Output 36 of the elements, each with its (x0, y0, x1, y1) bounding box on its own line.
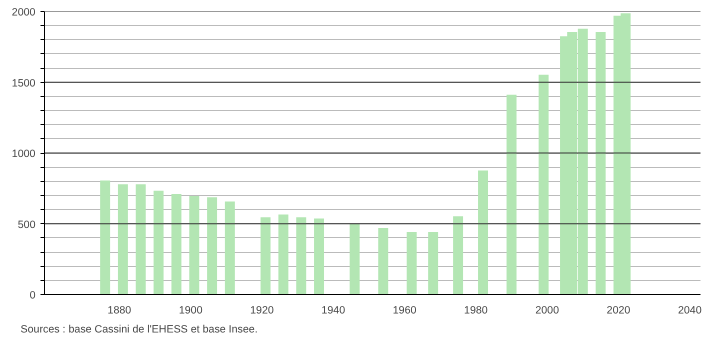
bar (406, 232, 417, 294)
bar (171, 194, 182, 294)
source-note: Sources : base Cassini de l'EHESS et base Insee. (20, 324, 258, 336)
bar (100, 180, 110, 294)
x-tick-label: 1960 (392, 304, 417, 316)
bar (596, 32, 606, 294)
y-tick-label: 1500 (12, 77, 36, 90)
y-tick-label: 2000 (12, 6, 36, 18)
bar (278, 214, 288, 294)
bar (154, 190, 164, 294)
bar (428, 232, 438, 294)
x-tick-label: 1940 (321, 304, 346, 316)
y-tick-label: 0 (30, 290, 36, 302)
bar (207, 197, 218, 294)
x-tick-label: 2020 (606, 304, 630, 316)
bar (506, 94, 517, 294)
x-tick-label: 1980 (464, 304, 488, 316)
bar (136, 184, 146, 294)
x-tick-label: 2040 (678, 304, 702, 316)
bar (189, 196, 200, 294)
bar (314, 218, 324, 294)
bar (224, 202, 235, 294)
bar (118, 184, 128, 294)
x-tick-label: 1920 (250, 304, 274, 316)
bar (260, 217, 271, 294)
x-tick-label: 1880 (108, 304, 132, 316)
bar (378, 228, 388, 294)
x-tick-label: 2000 (535, 304, 560, 316)
x-tick-label: 1900 (178, 304, 203, 316)
bar (538, 74, 549, 294)
bar (296, 217, 306, 294)
bar (478, 170, 488, 294)
bar (453, 216, 464, 294)
y-tick-label: 500 (18, 218, 36, 231)
bar (350, 224, 360, 294)
y-tick-label: 1000 (12, 148, 36, 160)
